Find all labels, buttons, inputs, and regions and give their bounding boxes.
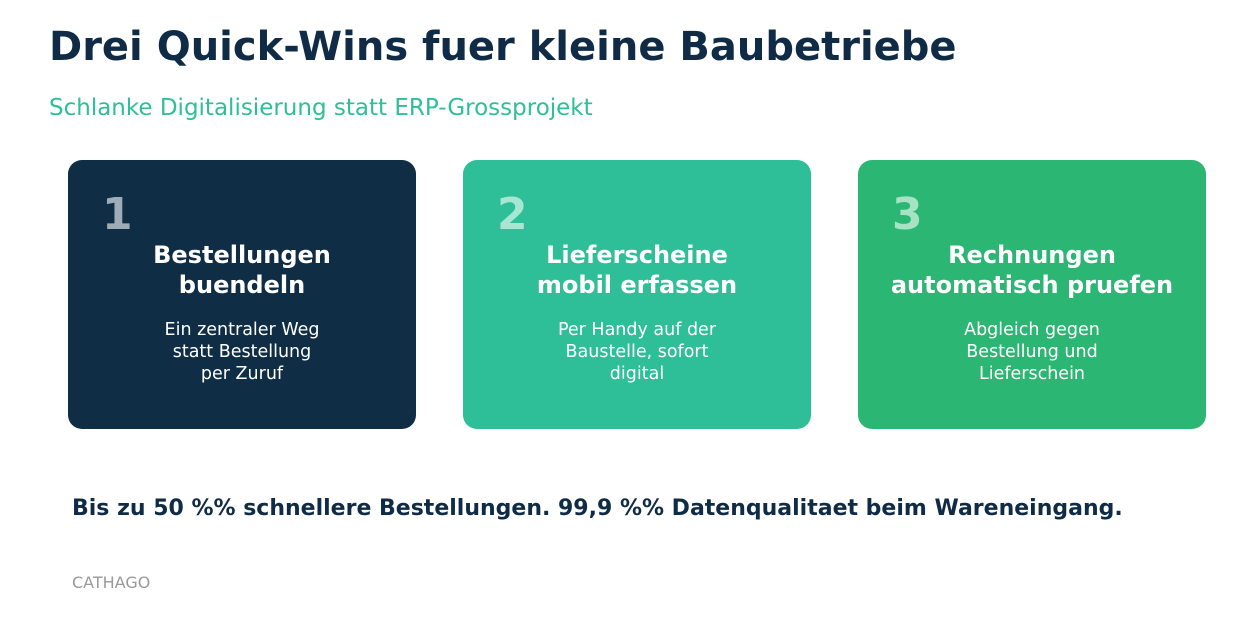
card-text-line: Abgleich gegen bbox=[964, 320, 1100, 340]
brand: CATHAGO bbox=[72, 573, 151, 592]
card-text-line: Per Handy auf der bbox=[557, 320, 717, 340]
card-title-line: Lieferscheine bbox=[546, 241, 728, 269]
card-text: Ein zentraler Weg statt Bestellung per Zur… bbox=[68, 319, 416, 385]
card-text-line: Baustelle, sofort bbox=[565, 342, 709, 362]
title: Drei Quick-Wins fuer kleine Baubetriebe bbox=[49, 24, 957, 70]
card-title-line: Bestellungen bbox=[153, 241, 331, 269]
card-text-line: digital bbox=[609, 364, 665, 384]
card-text: Abgleich gegen Bestellung und Lieferschein bbox=[858, 319, 1206, 385]
card-title-line: Rechnungen bbox=[948, 241, 1116, 269]
subtitle: Schlanke Digitalisierung statt ERP-Gross… bbox=[49, 95, 593, 121]
card-number: 3 bbox=[892, 189, 923, 240]
card-text-line: Lieferschein bbox=[978, 364, 1086, 384]
card-title-line: mobil erfassen bbox=[536, 271, 738, 299]
card-number: 1 bbox=[102, 189, 133, 240]
card: 2 Lieferscheine mobil erfassen Per Handy au… bbox=[463, 160, 811, 429]
card-title-line: buendeln bbox=[178, 271, 306, 299]
statement: Bis zu 50 %% schnellere Bestellungen. 99… bbox=[72, 496, 1123, 521]
card-title-line: automatisch pruefen bbox=[890, 271, 1174, 299]
card-title: Bestellungen buendeln bbox=[68, 240, 416, 300]
card-number: 2 bbox=[497, 189, 528, 240]
card-title: Rechnungen automatisch pruefen bbox=[858, 240, 1206, 300]
card-text-line: per Zuruf bbox=[200, 364, 284, 384]
card-text: Per Handy auf der Baustelle, sofort digita… bbox=[463, 319, 811, 385]
card-text-line: Ein zentraler Weg bbox=[164, 320, 320, 340]
card: 1 Bestellungen buendeln Ein zentraler Weg st… bbox=[68, 160, 416, 429]
card: 3 Rechnungen automatisch pruefen Abgleich g… bbox=[858, 160, 1206, 429]
card-title: Lieferscheine mobil erfassen bbox=[463, 240, 811, 300]
card-text-line: Bestellung und bbox=[966, 342, 1098, 362]
card-text-line: statt Bestellung bbox=[172, 342, 312, 362]
